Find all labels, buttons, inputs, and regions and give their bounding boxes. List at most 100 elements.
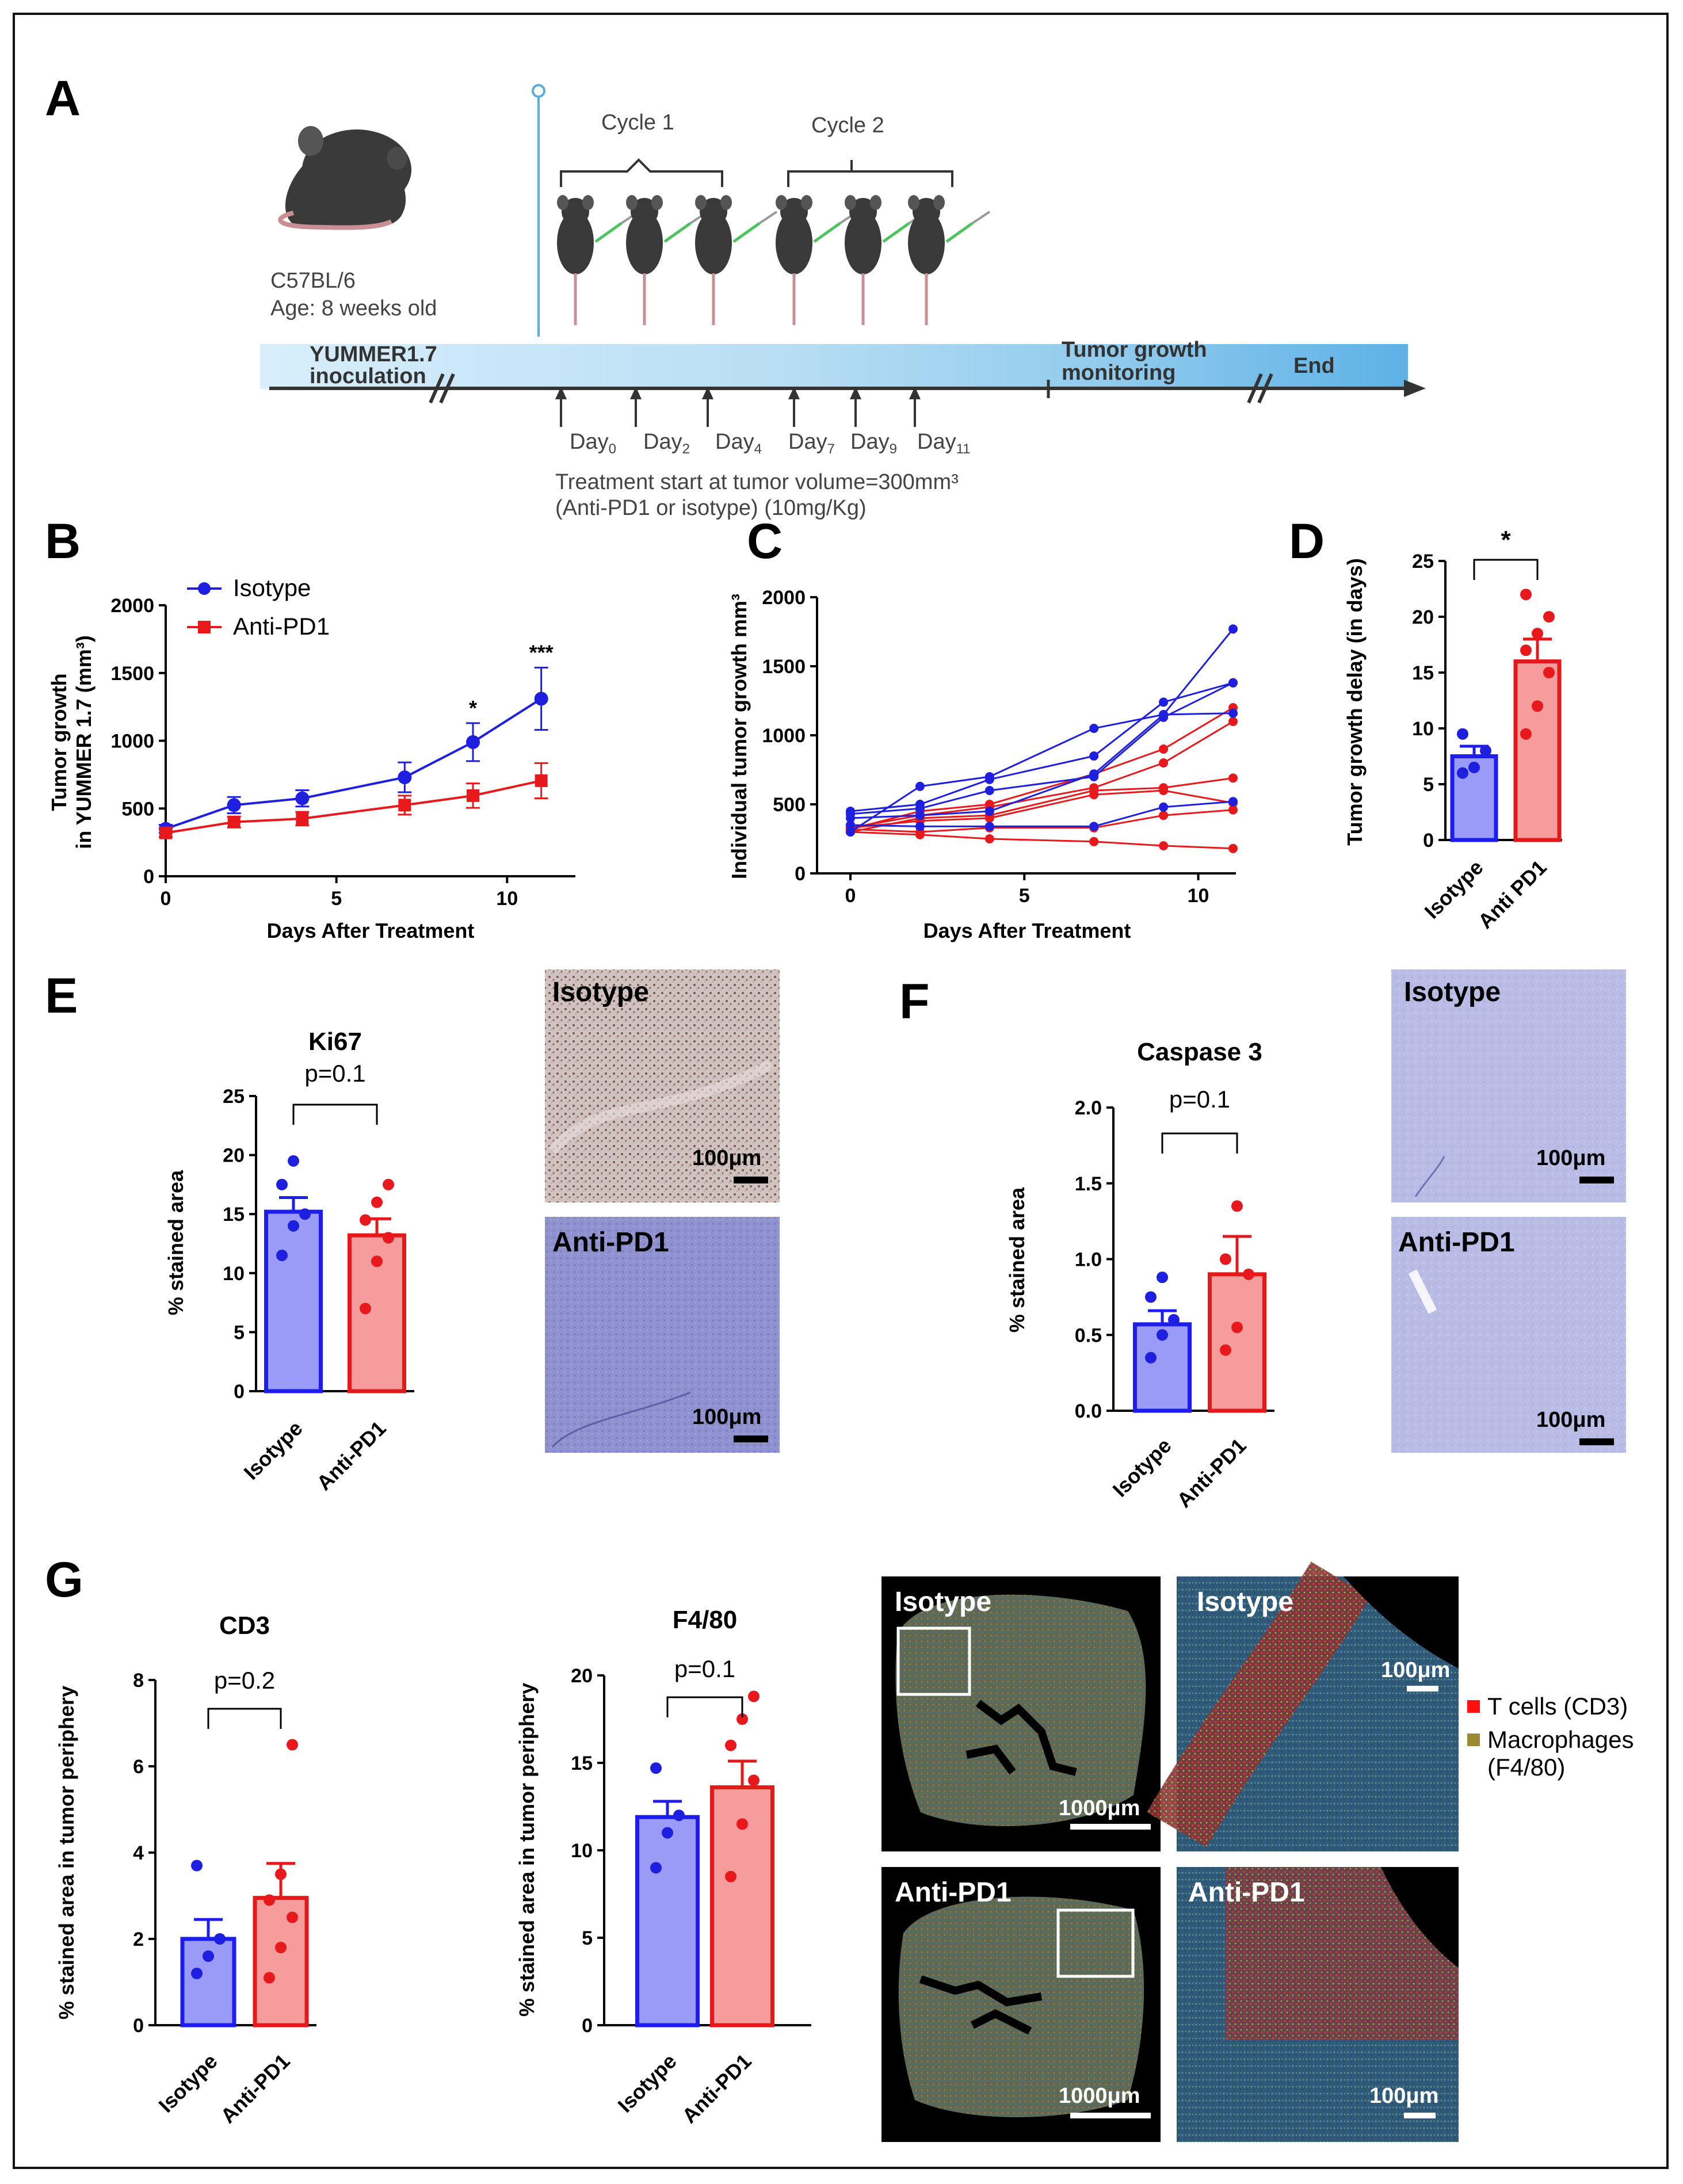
- y-tick-label: 1.0: [1075, 1249, 1102, 1271]
- data-point: [1228, 797, 1238, 807]
- data-point: [1228, 773, 1238, 783]
- axis-break-1-icon: [429, 373, 455, 404]
- data-point: [1159, 744, 1169, 754]
- p-value: p=0.1: [1169, 1086, 1230, 1113]
- y-tick-label: 4: [133, 1842, 144, 1864]
- series-line: [165, 697, 542, 830]
- data-point: [159, 826, 172, 839]
- data-point: [984, 814, 994, 823]
- scale-bar: [734, 1177, 768, 1183]
- data-point: [276, 1178, 288, 1190]
- day-arrow-icon: [630, 387, 642, 427]
- chart-title: Ki67: [308, 1028, 362, 1056]
- zoom-box: [1056, 1908, 1135, 1978]
- day-label: Day2: [643, 430, 690, 457]
- y-tick-label: 1000: [110, 731, 154, 753]
- y-tick-label: 0.5: [1075, 1324, 1102, 1346]
- y-tick-label: 10: [571, 1840, 593, 1862]
- data-point: [1159, 811, 1169, 820]
- data-point: [748, 1774, 760, 1786]
- data-point: [371, 1196, 383, 1208]
- legend: Isotype Anti-PD1: [187, 574, 330, 640]
- data-point: [984, 774, 994, 784]
- data-point: [203, 1950, 214, 1962]
- data-point: [1145, 1291, 1157, 1303]
- data-point: [1220, 1344, 1231, 1356]
- x-category-label: Anti-PD1: [216, 2049, 294, 2128]
- day-arrow-icon: [909, 387, 921, 427]
- individual-line: [850, 682, 1234, 815]
- data-point: [287, 1911, 298, 1923]
- image-label: Anti-PD1: [552, 1227, 669, 1258]
- image-label: Anti-PD1: [1398, 1227, 1515, 1258]
- data-point: [398, 770, 412, 785]
- panel-label-e: E: [45, 968, 78, 1024]
- data-point: [1089, 751, 1099, 761]
- individual-line: [850, 628, 1234, 833]
- zoom-box: [896, 1626, 971, 1696]
- data-point: [915, 781, 925, 791]
- data-point: [673, 1809, 685, 1822]
- y-tick-label: 0: [143, 866, 154, 888]
- day-label: Day4: [715, 430, 762, 457]
- cycle-2-bracket: [787, 160, 953, 187]
- data-point: [371, 1255, 383, 1267]
- scale-bar: [1407, 1686, 1438, 1692]
- start-marker-icon: [532, 84, 545, 98]
- x-tick-label: 0: [161, 888, 171, 910]
- individual-line: [850, 712, 1234, 819]
- panel-label-a: A: [45, 71, 81, 126]
- data-point: [1159, 841, 1169, 850]
- legend-swatch-t-cells: [1467, 1700, 1480, 1713]
- data-point: [383, 1178, 394, 1190]
- bar-isotype: [635, 1815, 700, 2028]
- scale-bar-label: 100μm: [692, 1146, 761, 1170]
- y-axis-label: % stained area: [1005, 1187, 1029, 1332]
- data-point: [264, 1972, 275, 1984]
- data-point: [1520, 728, 1532, 740]
- data-point: [191, 1968, 203, 1979]
- comparison-bracket: [1473, 559, 1539, 580]
- day-label: Day9: [850, 430, 897, 457]
- data-point: [736, 1713, 748, 1725]
- p-value: p=0.1: [304, 1060, 365, 1087]
- data-point: [662, 1827, 673, 1839]
- injected-mouse-icon: [908, 195, 991, 325]
- data-point: [467, 789, 479, 802]
- scale-bar-label: 100μm: [1381, 1658, 1450, 1682]
- y-tick-label: 2000: [762, 587, 806, 609]
- comparison-bracket: [207, 1708, 282, 1729]
- individual-line: [850, 720, 1234, 829]
- bar-anti-pd1: [1208, 1272, 1266, 1413]
- cycle-1-bracket: [560, 158, 723, 187]
- y-tick-label: 20: [223, 1145, 245, 1167]
- data-point: [1228, 624, 1238, 634]
- data-point: [1231, 1322, 1243, 1334]
- if-image-isotype-whole: Isotype 1000μm: [881, 1576, 1161, 1851]
- data-point: [295, 791, 310, 805]
- data-point: [288, 1220, 299, 1232]
- monitoring-label-1: Tumor growth: [1062, 338, 1207, 362]
- y-tick-label: 10: [1412, 718, 1434, 740]
- y-tick-label: 8: [133, 1670, 144, 1692]
- y-tick-label: 5: [234, 1322, 245, 1343]
- panel-label-b: B: [45, 514, 81, 569]
- data-point: [984, 807, 994, 816]
- data-point: [984, 786, 994, 795]
- y-axis-label: Tumor growth: [47, 673, 71, 811]
- chart-title: F4/80: [673, 1606, 738, 1634]
- cycle-1-label: Cycle 1: [601, 110, 674, 135]
- chart-b-tumor-growth: 0 500 1000 1500 2000 0 5 10 Days After Treatment…: [47, 574, 575, 942]
- y-tick-label: 2: [133, 1929, 144, 1950]
- data-point: [1228, 708, 1238, 718]
- y-tick-label: 0: [795, 863, 806, 885]
- data-point: [360, 1214, 371, 1226]
- scale-bar: [1579, 1438, 1614, 1445]
- data-point: [1145, 1351, 1157, 1364]
- y-tick-label: 25: [1412, 551, 1434, 572]
- if-image-isotype-zoom: Isotype 100μm: [1147, 1561, 1459, 1851]
- data-point: [748, 1690, 760, 1702]
